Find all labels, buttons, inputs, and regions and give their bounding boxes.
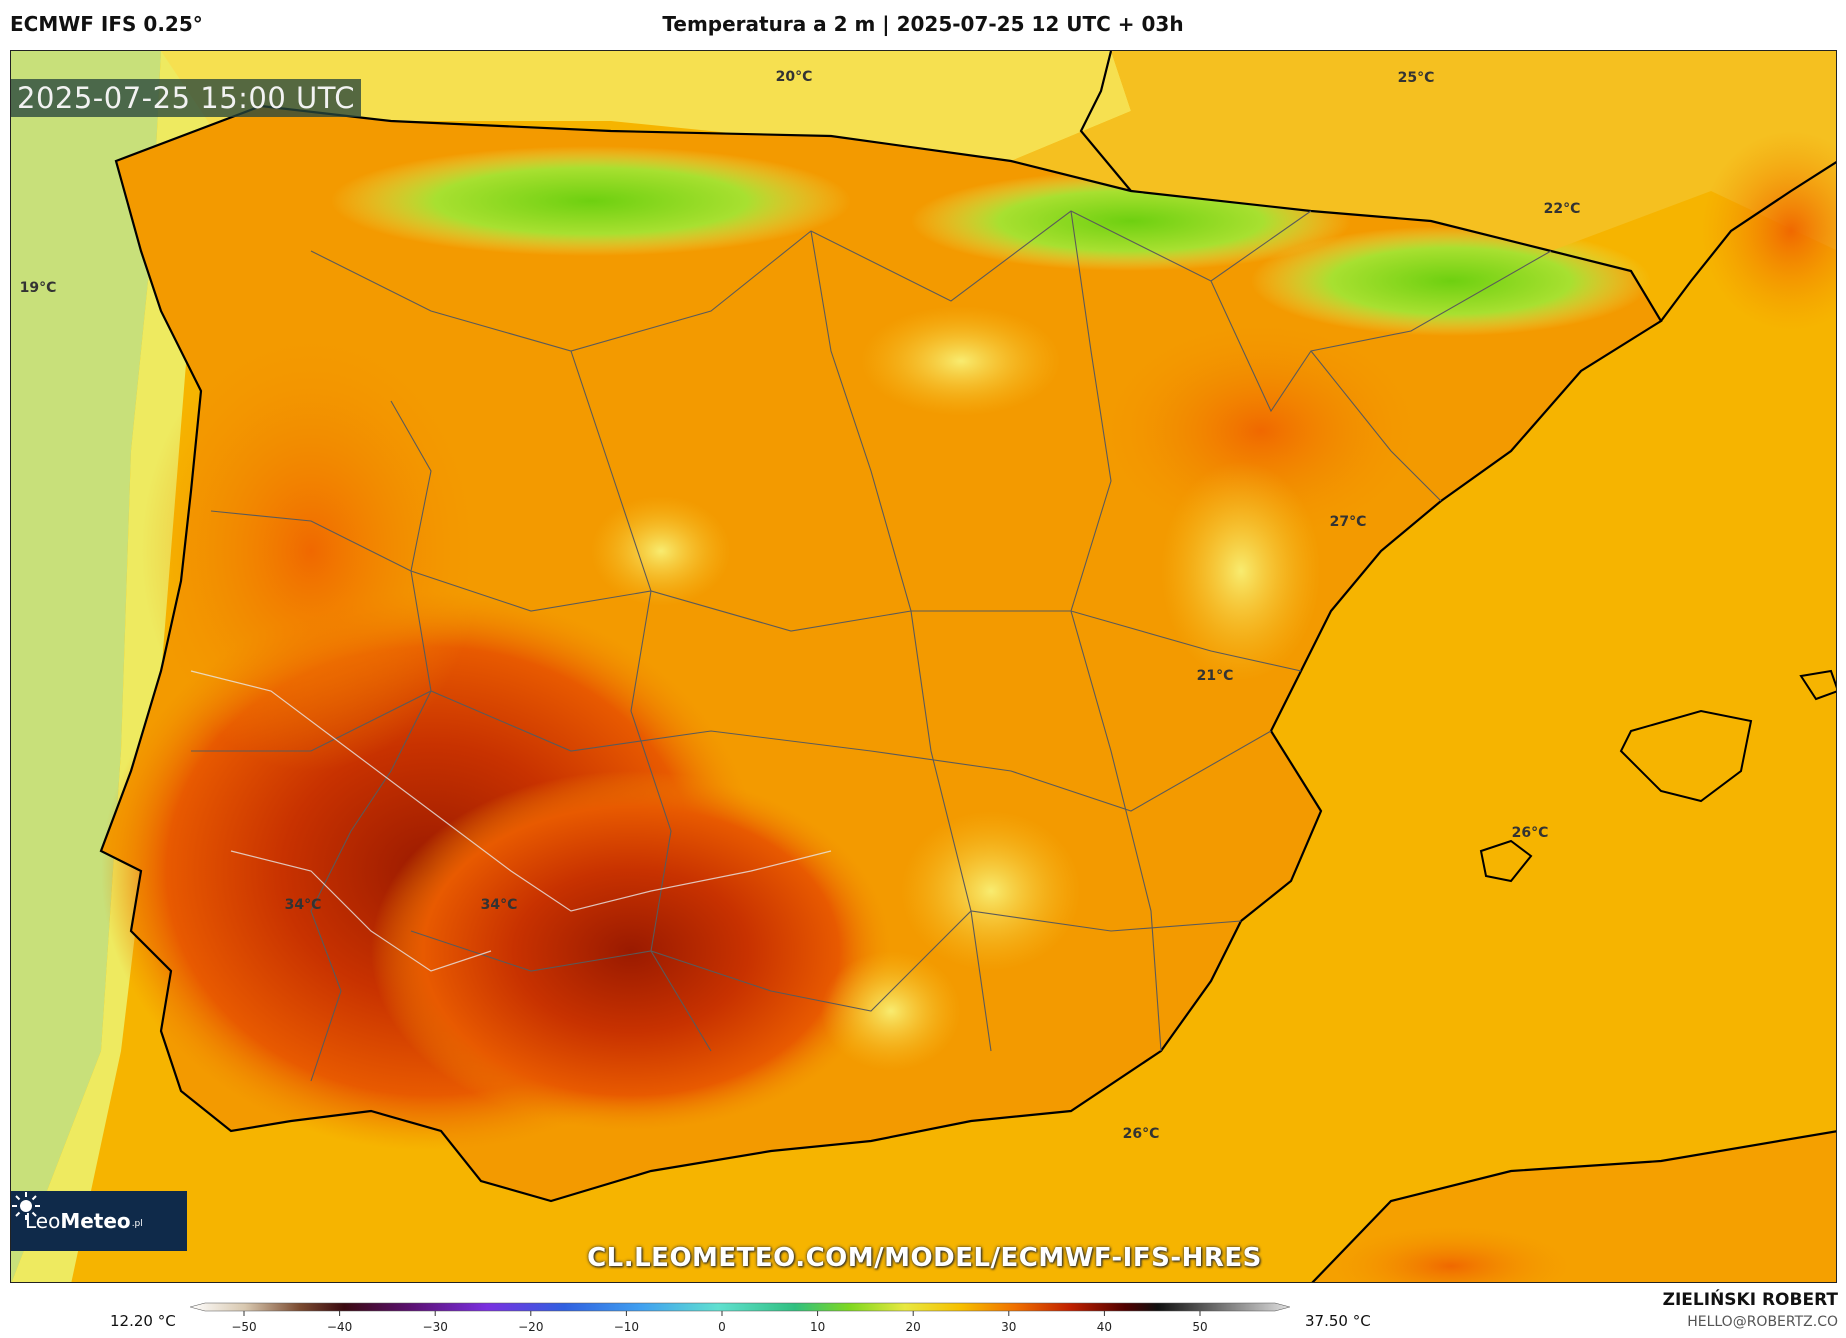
admin-borders-light: [190, 670, 832, 972]
temp-label: 26°C: [1511, 825, 1549, 841]
scale-tick-label: 0: [718, 1320, 726, 1334]
sun-icon: [12, 1192, 40, 1220]
scale-ticks: −50 −40 −30 −20 −10 0 10 20 30 40 50: [231, 1311, 1208, 1334]
temp-label: 26°C: [1122, 1126, 1160, 1142]
map-canvas: [11, 51, 1836, 1282]
model-name: ECMWF IFS 0.25°: [10, 12, 203, 36]
logo-suffix: .pl: [131, 1219, 143, 1229]
cool-highland-1: [861, 306, 1061, 416]
cool-highland-5: [821, 951, 961, 1071]
cool-highland-4: [901, 811, 1081, 971]
scale-tick-label: −10: [614, 1320, 639, 1334]
scale-tick-label: −30: [423, 1320, 448, 1334]
color-bar-gradient: [190, 1302, 1290, 1312]
scale-tick-label: −40: [327, 1320, 352, 1334]
warm-zone-west: [141, 331, 481, 771]
scale-tick-label: 20: [906, 1320, 921, 1334]
island-menorca: [1799, 669, 1836, 701]
coastline-africa: [1311, 1130, 1836, 1282]
leometeo-logo[interactable]: LeoMeteo .pl: [11, 1191, 187, 1251]
scale-min-label: 12.20 °C: [110, 1312, 176, 1330]
author-name: ZIELIŃSKI ROBERT: [1662, 1290, 1838, 1310]
scale-tick-label: 40: [1097, 1320, 1112, 1334]
north-africa-warm: [1331, 1226, 1571, 1282]
temp-label: 20°C: [775, 69, 813, 85]
admin-borders: [191, 210, 1552, 1082]
coastline-france: [1079, 51, 1836, 322]
temp-label: 22°C: [1543, 201, 1581, 217]
author-credit: ZIELIŃSKI ROBERT HELLO@ROBERTZ.CO: [1663, 1290, 1838, 1330]
biscay-yellow: [161, 51, 1131, 171]
island-ibiza: [1479, 839, 1533, 883]
temp-label: 21°C: [1196, 668, 1234, 684]
valid-time-badge: 2025-07-25 15:00 UTC: [11, 79, 362, 117]
cool-highland-3: [1161, 461, 1321, 681]
atlantic-cool: [11, 51, 161, 1282]
temp-label: 19°C: [19, 280, 57, 296]
logo-text: LeoMeteo: [25, 1209, 131, 1233]
color-scale: 12.20 °C: [0, 1290, 1846, 1338]
warm-zone-ebro: [1101, 321, 1421, 541]
color-bar: −50 −40 −30 −20 −10 0 10 20 30 40 50: [190, 1302, 1290, 1334]
cool-pyrenees-east: [1251, 226, 1651, 336]
atlantic-transition: [11, 51, 271, 1282]
temp-label: 34°C: [284, 897, 322, 913]
coastline-iberia: [99, 104, 1663, 1203]
cool-cantabria: [331, 146, 851, 256]
scale-tick-label: 10: [810, 1320, 825, 1334]
scale-tick-label: 50: [1192, 1320, 1207, 1334]
temperature-map[interactable]: 2025-07-25 15:00 UTC 20°C 25°C 19°C 22°C…: [10, 50, 1837, 1283]
author-email[interactable]: HELLO@ROBERTZ.CO: [1687, 1314, 1838, 1330]
island-mallorca: [1619, 709, 1753, 803]
temp-label: 25°C: [1397, 70, 1435, 86]
cool-highland-2: [591, 496, 731, 606]
temp-label: 27°C: [1329, 514, 1367, 530]
scale-tick-label: 30: [1001, 1320, 1016, 1334]
hot-core-guadalquivir: [371, 771, 891, 1131]
scale-tick-label: −50: [231, 1320, 256, 1334]
scale-max-label: 37.50 °C: [1305, 1312, 1371, 1330]
chart-title: Temperatura a 2 m | 2025-07-25 12 UTC + …: [662, 12, 1184, 36]
source-watermark[interactable]: CL.LEOMETEO.COM/MODEL/ECMWF-IFS-HRES: [587, 1243, 1262, 1273]
france-south: [1011, 51, 1836, 251]
temp-label: 34°C: [480, 897, 518, 913]
scale-tick-label: −20: [518, 1320, 543, 1334]
france-warm: [1701, 131, 1836, 331]
